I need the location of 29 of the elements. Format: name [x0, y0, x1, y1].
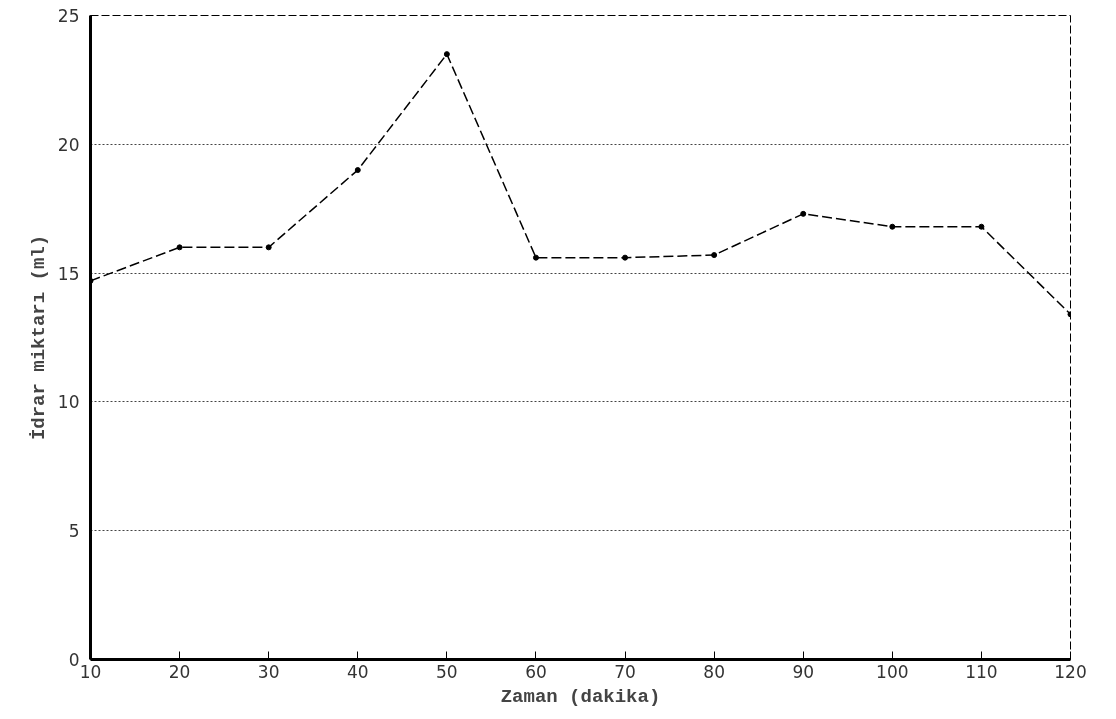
x-axis-title: Zaman (dakika) — [500, 685, 661, 708]
point — [889, 223, 896, 230]
x-tick-label: 110 — [965, 661, 998, 682]
point — [176, 244, 183, 251]
x-tick-label: 90 — [792, 661, 815, 682]
y-tick-label: 15 — [57, 263, 80, 284]
x-tick-label: 80 — [703, 661, 725, 682]
x-tick-label: 120 — [1054, 661, 1087, 682]
point — [265, 244, 272, 251]
point — [711, 252, 718, 259]
point — [443, 51, 450, 58]
point — [978, 223, 985, 230]
point — [532, 254, 539, 261]
y-tick-label: 25 — [57, 6, 80, 26]
y-axis-title: İdrar miktarı (ml) — [27, 234, 50, 441]
y-tick-label: 0 — [68, 650, 80, 670]
y-tick-label: 5 — [68, 521, 80, 542]
point — [622, 254, 629, 261]
x-tick-label: 50 — [436, 661, 458, 682]
point — [800, 210, 807, 217]
x-tick-label: 30 — [257, 661, 280, 682]
y-tick-label: 20 — [57, 134, 80, 155]
y-tick-label: 10 — [57, 392, 80, 413]
point — [354, 167, 361, 174]
x-tick-label: 70 — [614, 661, 636, 682]
x-tick-label: 20 — [168, 661, 191, 682]
x-tick-label: 40 — [346, 661, 369, 682]
x-tick-label: 60 — [525, 661, 547, 682]
x-tick-label: 100 — [876, 661, 909, 682]
